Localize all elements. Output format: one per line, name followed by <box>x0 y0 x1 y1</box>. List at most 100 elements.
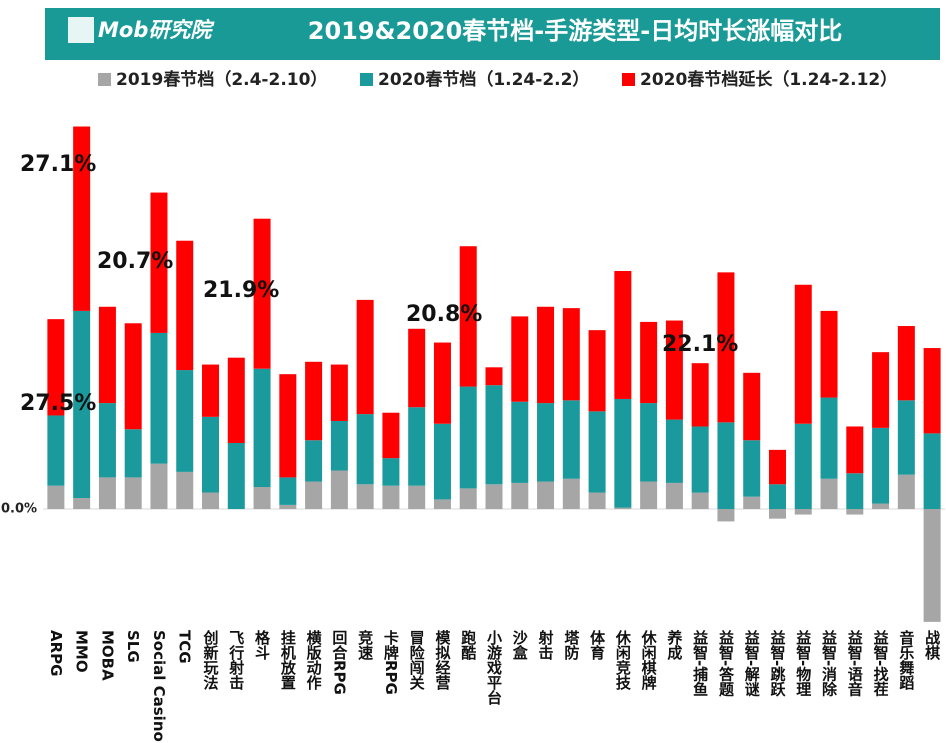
title-banner <box>45 8 940 60</box>
logo-icon <box>68 17 94 43</box>
bar-segment <box>691 363 709 427</box>
x-tick-label: Social Casino <box>150 630 168 742</box>
x-tick-label: 益智-捕鱼 <box>691 629 709 696</box>
bar-segment <box>614 507 632 510</box>
x-tick-label: 休闲竞技 <box>614 629 632 691</box>
x-tick-label: 射击 <box>537 629 555 661</box>
bar-segment <box>588 492 606 510</box>
bar-segment <box>253 218 271 369</box>
bar-segment <box>794 284 812 424</box>
x-tick-label: 创新玩法 <box>202 629 220 691</box>
annotation: 22.1% <box>662 332 738 357</box>
bar-segment <box>872 427 890 504</box>
bar-segment <box>485 385 503 485</box>
bar-segment <box>98 403 116 478</box>
x-tick-label: 格斗 <box>253 629 271 661</box>
bar-segment <box>820 478 838 510</box>
x-tick-label: 体育 <box>588 629 606 661</box>
annotation: 27.1% <box>20 152 96 177</box>
x-tick-label: 卡牌RPG <box>382 629 400 695</box>
bar-segment <box>897 400 915 475</box>
bar-segment <box>305 361 323 441</box>
bar-segment <box>846 509 864 515</box>
legend-label: 2019春节档（2.4-2.10） <box>116 69 327 90</box>
legend-label: 2020春节档延长（1.24-2.12） <box>640 69 897 90</box>
chart-title: 2019&2020春节档-手游类型-日均时长涨幅对比 <box>308 17 842 45</box>
bar-segment <box>846 473 864 510</box>
bar-segment <box>717 509 735 522</box>
bar-segment <box>537 306 555 404</box>
bar-segment <box>614 398 632 508</box>
bar-segment <box>227 357 245 443</box>
bar-segment <box>124 429 142 478</box>
bar-segment <box>665 320 683 420</box>
x-tick-label: SLG <box>124 630 142 663</box>
x-tick-label: 益智-解谜 <box>743 629 761 697</box>
x-tick-label: 益智-物理 <box>794 629 812 696</box>
x-tick-label: 回合RPG <box>330 630 348 695</box>
bar-segment <box>176 370 194 472</box>
bar-segment <box>408 328 426 408</box>
x-tick-label: 战棋 <box>923 629 941 661</box>
annotation: 27.5% <box>20 391 96 416</box>
x-tick-label: 跑酷 <box>459 629 477 661</box>
x-tick-label: ARPG <box>47 630 65 676</box>
bar-segment <box>768 449 786 485</box>
bar-segment <box>279 504 297 510</box>
bar-segment <box>433 423 451 500</box>
bar-segment <box>743 372 761 441</box>
bar-segment <box>176 471 194 510</box>
bar-segment <box>124 477 142 510</box>
bar-segment <box>562 308 580 401</box>
legend-label: 2020春节档（1.24-2.2） <box>378 69 589 90</box>
bar-segment <box>150 192 168 333</box>
x-tick-label: 模拟经营 <box>433 629 451 691</box>
bar-segment <box>820 397 838 479</box>
bar-segment <box>846 426 864 474</box>
bar-segment <box>253 487 271 510</box>
x-tick-label: 益智-跳跃 <box>768 629 786 697</box>
logo: Mob研究院 <box>98 18 215 42</box>
bar-segment <box>588 330 606 412</box>
bar-segment <box>356 484 374 510</box>
x-tick-label: 小游戏平台 <box>485 630 503 706</box>
bar-segment <box>356 414 374 485</box>
x-tick-label: TCG <box>176 630 194 664</box>
bar-segment <box>459 386 477 489</box>
bar-segment <box>485 367 503 386</box>
bar-segment <box>923 348 941 434</box>
bar-segment <box>511 482 529 510</box>
bar-segment <box>665 482 683 510</box>
bar-segment <box>640 321 658 404</box>
bar-segment <box>640 481 658 510</box>
annotation: 20.8% <box>406 302 482 327</box>
bar-segment <box>640 403 658 482</box>
bar-segment <box>253 368 271 488</box>
bar-segment <box>382 458 400 486</box>
bar-segment <box>743 496 761 510</box>
bar-segment <box>459 246 477 387</box>
bar-segment <box>562 478 580 510</box>
bar-segment <box>768 509 786 519</box>
bar-segment <box>47 485 65 510</box>
bar-segment <box>176 240 194 371</box>
bar-segment <box>897 474 915 510</box>
bar-segment <box>202 492 220 510</box>
bar-segment <box>433 342 451 424</box>
bar-segment <box>794 509 812 515</box>
bar-segment <box>459 488 477 510</box>
x-tick-label: 竞速 <box>356 629 374 661</box>
bar-segment <box>897 326 915 401</box>
bar-segment <box>537 481 555 510</box>
x-tick-label: 休闲棋牌 <box>640 629 658 691</box>
bar-segment <box>923 433 941 510</box>
bar-segment <box>614 270 632 399</box>
bar-segment <box>433 499 451 510</box>
bar-segment <box>923 509 941 622</box>
bar-segment <box>124 323 142 430</box>
bar-segment <box>588 411 606 493</box>
annotation: 20.7% <box>97 249 173 274</box>
bar-segment <box>98 477 116 510</box>
bar-segment <box>562 400 580 479</box>
bar-segment <box>150 332 168 464</box>
